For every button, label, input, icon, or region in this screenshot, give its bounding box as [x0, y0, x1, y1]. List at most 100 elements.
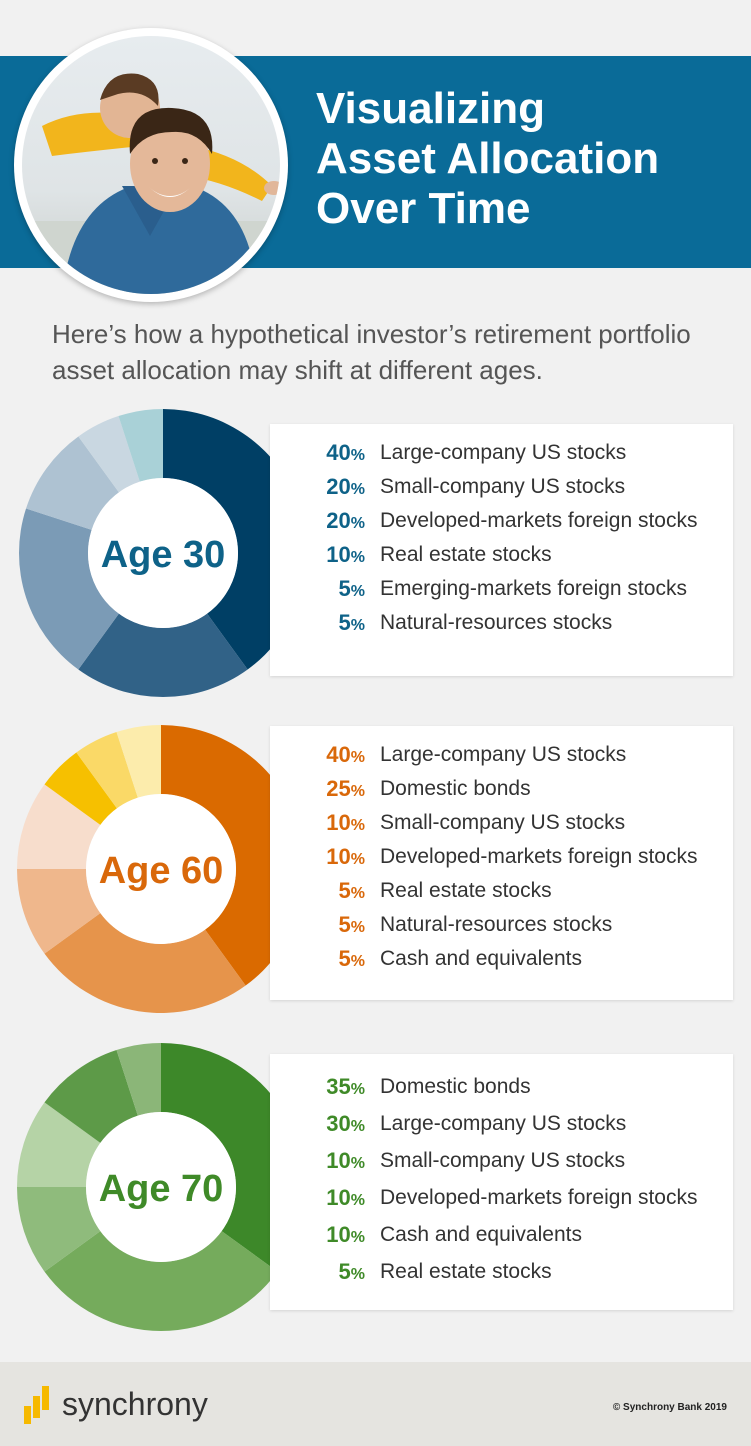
legend-label: Domestic bonds: [380, 777, 531, 800]
slice-age-30-1: [78, 613, 248, 697]
legend-row: 5% Real estate stocks: [270, 876, 733, 906]
legend-percent: 10%: [326, 1148, 365, 1173]
donut-svg-age-60: Age 60: [17, 725, 305, 1013]
legend-percent: 20%: [326, 474, 365, 499]
legend-row: 10% Small-company US stocks: [270, 808, 733, 838]
photo-frame: [14, 28, 288, 302]
legend-percent: 5%: [338, 576, 365, 601]
slice-age-30-5: [118, 409, 163, 482]
legend-row: 5% Emerging-markets foreign stocks: [270, 574, 733, 604]
legend-card-age-60: 40% Large-company US stocks 25% Domestic bo…: [270, 726, 733, 1000]
legend-label: Large-company US stocks: [380, 1112, 627, 1135]
legend-percent: 5%: [338, 1259, 365, 1284]
center-label-age-60: Age 60: [99, 850, 224, 892]
legend-row: 10% Cash and equivalents: [270, 1220, 733, 1250]
legend-label: Natural-resources stocks: [380, 913, 613, 936]
slice-age-60-5: [76, 732, 138, 809]
legend-row: 10% Real estate stocks: [270, 540, 733, 570]
legend-label: Small-company US stocks: [380, 475, 626, 498]
donut-hole: [88, 478, 238, 628]
legend-label: Real estate stocks: [380, 543, 552, 566]
father-son-photo: [22, 36, 280, 294]
legend-percent: 10%: [326, 542, 365, 567]
slice-age-70-4: [44, 1050, 138, 1143]
copyright-text: © Synchrony Bank 2019: [612, 1402, 727, 1413]
slice-age-70-2: [17, 1187, 101, 1272]
legend-row: 10% Developed-markets foreign stocks: [270, 1183, 733, 1213]
donut-age-30: Age 30: [18, 408, 308, 698]
legend-percent: 5%: [338, 946, 365, 971]
legend-card-age-30: 40% Large-company US stocks 20% Small-compa…: [270, 424, 733, 676]
legend-row: 20% Small-company US stocks: [270, 472, 733, 502]
slice-age-30-4: [78, 416, 140, 493]
legend-percent: 10%: [326, 1222, 365, 1247]
legend-percent: 35%: [326, 1074, 365, 1099]
legend-row: 5% Cash and equivalents: [270, 944, 733, 974]
legend-percent: 40%: [326, 440, 365, 465]
donut-svg-age-70: Age 70: [17, 1043, 306, 1331]
legend-row: 40% Large-company US stocks: [270, 740, 733, 770]
slice-age-60-2: [17, 869, 101, 954]
slice-age-60-0: [161, 725, 305, 986]
legend-card-age-70: 35% Domestic bonds 30% Large-company US sto…: [270, 1054, 733, 1310]
legend-label: Emerging-markets foreign stocks: [380, 577, 687, 600]
slice-age-30-3: [26, 436, 119, 530]
synchrony-logo-icon: [24, 1386, 49, 1424]
legend-row: 40% Large-company US stocks: [270, 438, 733, 468]
legend-label: Cash and equivalents: [380, 947, 582, 970]
legend-label: Large-company US stocks: [380, 441, 627, 464]
legend-percent: 30%: [326, 1111, 365, 1136]
legend-percent: 10%: [326, 1185, 365, 1210]
legend-label: Cash and equivalents: [380, 1223, 582, 1246]
title-line-3: Over Time: [316, 184, 531, 233]
legend-row: 25% Domestic bonds: [270, 774, 733, 804]
legend-label: Developed-markets foreign stocks: [380, 845, 698, 868]
legend-label: Real estate stocks: [380, 1260, 552, 1283]
legend-percent: 20%: [326, 508, 365, 533]
donut-hole: [86, 794, 236, 944]
legend-percent: 10%: [326, 810, 365, 835]
title-line-1: Visualizing: [316, 84, 546, 133]
footer-bar: [0, 1362, 751, 1446]
legend-label: Small-company US stocks: [380, 811, 626, 834]
slice-age-70-1: [44, 1231, 278, 1331]
legend-label: Natural-resources stocks: [380, 611, 613, 634]
legend-row: 5% Natural-resources stocks: [270, 608, 733, 638]
slice-age-70-5: [116, 1043, 161, 1116]
slice-age-60-6: [116, 725, 161, 798]
donut-hole: [86, 1112, 236, 1262]
donut-age-70: Age 70: [16, 1042, 306, 1332]
legend-row: 10% Developed-markets foreign stocks: [270, 842, 733, 872]
slice-age-60-3: [17, 784, 101, 869]
legend-label: Domestic bonds: [380, 1075, 531, 1098]
legend-label: Small-company US stocks: [380, 1149, 626, 1172]
slice-age-30-2: [19, 508, 119, 670]
legend-percent: 5%: [338, 610, 365, 635]
slice-age-60-1: [44, 913, 246, 1013]
legend-percent: 10%: [326, 844, 365, 869]
legend-row: 30% Large-company US stocks: [270, 1109, 733, 1139]
legend-row: 5% Real estate stocks: [270, 1257, 733, 1287]
brand-wordmark: synchrony: [62, 1386, 208, 1422]
legend-percent: 5%: [338, 912, 365, 937]
title-line-2: Asset Allocation: [316, 134, 660, 183]
legend-row: 5% Natural-resources stocks: [270, 910, 733, 940]
legend-percent: 25%: [326, 776, 365, 801]
legend-label: Developed-markets foreign stocks: [380, 509, 698, 532]
legend-row: 20% Developed-markets foreign stocks: [270, 506, 733, 536]
center-label-age-70: Age 70: [99, 1168, 224, 1210]
legend-label: Developed-markets foreign stocks: [380, 1186, 698, 1209]
legend-label: Large-company US stocks: [380, 743, 627, 766]
donut-age-60: Age 60: [16, 724, 306, 1014]
slice-age-70-0: [161, 1043, 306, 1272]
legend-row: 10% Small-company US stocks: [270, 1146, 733, 1176]
slice-age-60-4: [44, 752, 117, 825]
legend-row: 35% Domestic bonds: [270, 1072, 733, 1102]
page-title: Visualizing Asset Allocation Over Time: [316, 84, 736, 234]
donut-svg-age-30: Age 30: [19, 409, 307, 697]
slice-age-70-3: [17, 1102, 101, 1187]
legend-label: Real estate stocks: [380, 879, 552, 902]
intro-text: Here’s how a hypothetical investor’s ret…: [52, 319, 691, 385]
center-label-age-30: Age 30: [101, 534, 226, 576]
legend-percent: 40%: [326, 742, 365, 767]
